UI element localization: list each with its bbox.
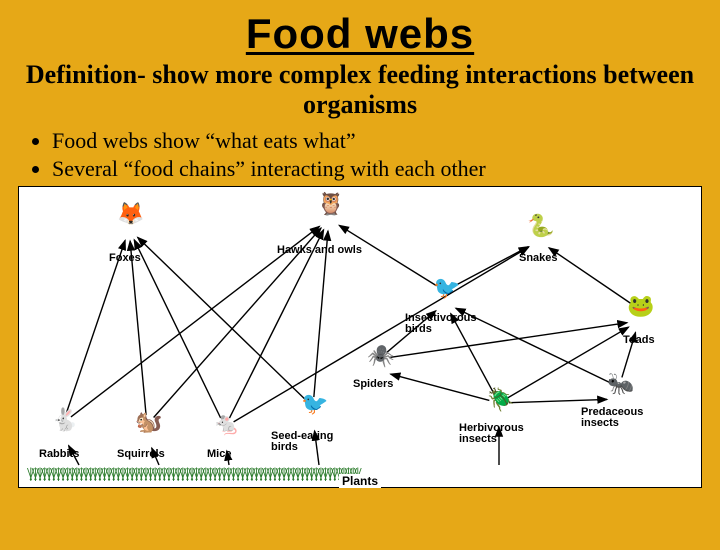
list-item: Food webs show “what eats what” [52, 128, 720, 154]
seed_birds-icon: 🐦 [291, 393, 339, 415]
spiders-icon: 🕷️ [357, 345, 405, 367]
herb_insects-icon: 🪲 [477, 389, 525, 411]
rabbits-icon: 🐇 [41, 409, 89, 431]
plants-label: Plants [339, 474, 381, 488]
node-toads: 🐸 [617, 295, 665, 317]
node-label-mice: Mice [207, 449, 317, 461]
node-label-herb_insects: Herbivorous insects [459, 423, 569, 446]
node-rabbits: 🐇 [41, 409, 89, 431]
node-label-spiders: Spiders [353, 379, 463, 391]
node-snakes: 🐍 [517, 215, 565, 237]
snakes-icon: 🐍 [517, 215, 565, 237]
node-label-pred_insects: Predaceous insects [581, 407, 691, 430]
node-label-snakes: Snakes [519, 253, 629, 265]
node-label-toads: Toads [623, 335, 720, 347]
insect_birds-icon: 🐦 [423, 277, 471, 299]
squirrels-icon: 🐿️ [125, 411, 173, 433]
node-herb_insects: 🪲 [477, 389, 525, 411]
node-label-foxes: Foxes [109, 253, 219, 265]
node-hawks_owls: 🦉 [307, 193, 355, 215]
node-foxes: 🦊 [107, 203, 155, 225]
foxes-icon: 🦊 [107, 203, 155, 225]
subtitle: Definition- show more complex feeding in… [0, 60, 720, 120]
toads-icon: 🐸 [617, 295, 665, 317]
list-item: Several “food chains” interacting with e… [52, 156, 720, 182]
bullet-list: Food webs show “what eats what” Several … [24, 128, 720, 182]
page-title: Food webs [0, 10, 720, 58]
node-seed_birds: 🐦 [291, 393, 339, 415]
node-pred_insects: 🐜 [597, 373, 645, 395]
node-spiders: 🕷️ [357, 345, 405, 367]
node-squirrels: 🐿️ [125, 411, 173, 433]
food-web-diagram: \|/\|/\|/\|/\|/\|/\|/\|/\|/\|/\|/\|/\|/\… [18, 186, 702, 488]
hawks_owls-icon: 🦉 [307, 193, 355, 215]
node-label-hawks_owls: Hawks and owls [277, 245, 387, 257]
node-mice: 🐁 [203, 413, 251, 435]
mice-icon: 🐁 [203, 413, 251, 435]
node-insect_birds: 🐦 [423, 277, 471, 299]
pred_insects-icon: 🐜 [597, 373, 645, 395]
node-label-insect_birds: Insectivorous birds [405, 313, 515, 336]
